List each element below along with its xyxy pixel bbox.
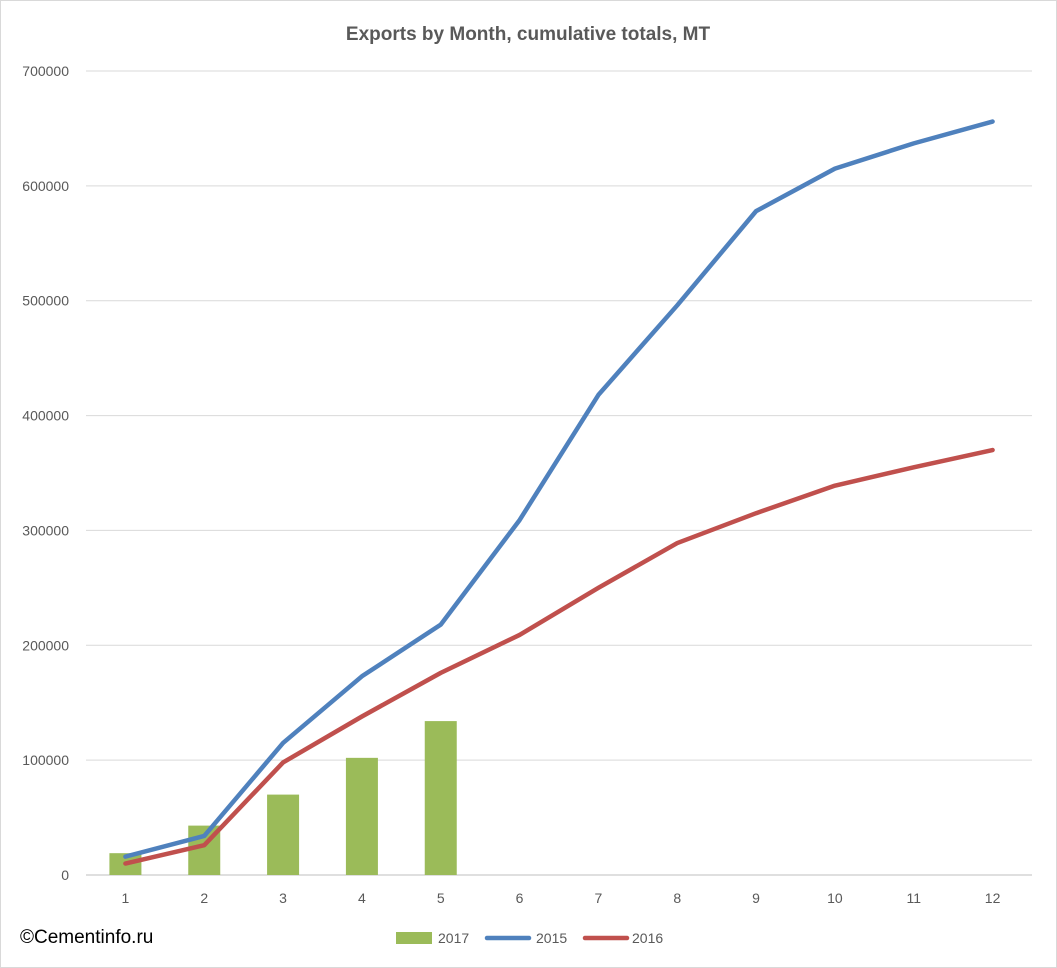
x-tick-label: 12 (985, 890, 1001, 906)
line-series-2015 (123, 119, 995, 859)
x-tick-label: 8 (673, 890, 681, 906)
bar-2017-4 (345, 757, 378, 875)
x-tick-label: 1 (122, 890, 130, 906)
chart-title: Exports by Month, cumulative totals, MT (346, 24, 711, 45)
y-tick-label: 400000 (22, 408, 69, 424)
line-series-2016 (123, 447, 995, 866)
y-tick-label: 0 (61, 867, 69, 883)
legend-label-2015: 2015 (536, 930, 567, 946)
x-tick-label: 10 (827, 890, 843, 906)
x-tick-label: 2 (200, 890, 208, 906)
x-tick-label: 7 (595, 890, 603, 906)
legend-label-2017: 2017 (438, 930, 469, 946)
line-series (123, 119, 995, 866)
y-tick-label: 600000 (22, 178, 69, 194)
x-tick-label: 3 (279, 890, 287, 906)
x-axis-ticks: 1 2 3 4 5 6 7 8 9 10 11 12 (122, 890, 1001, 906)
y-axis-ticks: 0 100000 200000 300000 400000 500000 600000 700… (22, 63, 69, 883)
y-tick-label: 200000 (22, 637, 69, 653)
legend-swatch-2017 (396, 932, 432, 944)
x-tick-label: 6 (516, 890, 524, 906)
y-tick-label: 100000 (22, 752, 69, 768)
copyright-watermark: ©Cementinfo.ru (20, 927, 154, 948)
x-tick-label: 4 (358, 890, 366, 906)
y-tick-label: 300000 (22, 522, 69, 538)
gridlines (86, 70, 1032, 876)
bar-2017-5 (424, 721, 457, 875)
legend: 2017 2015 2016 (396, 930, 663, 946)
y-tick-label: 500000 (22, 293, 69, 309)
x-tick-label: 11 (906, 890, 921, 906)
x-tick-label: 9 (752, 890, 760, 906)
y-tick-label: 700000 (22, 63, 69, 79)
x-tick-label: 5 (437, 890, 445, 906)
legend-label-2016: 2016 (632, 930, 663, 946)
bar-2017-3 (267, 794, 300, 875)
